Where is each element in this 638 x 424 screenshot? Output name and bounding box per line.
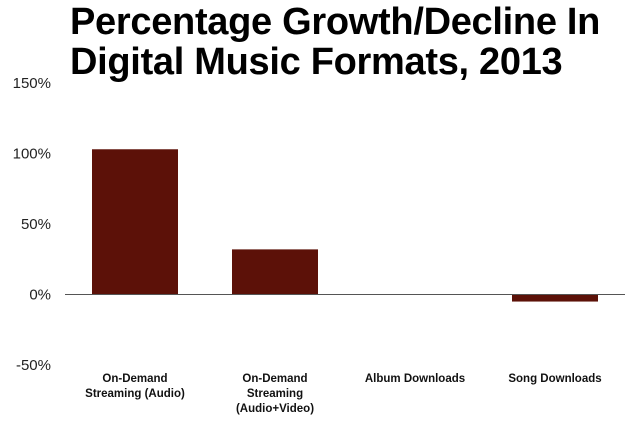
x-category-label: (Audio+Video): [236, 403, 314, 415]
x-category-label: On-Demand: [242, 373, 307, 385]
chart-title-line-2: Digital Music Formats, 2013: [70, 41, 563, 83]
x-category-label: Album Downloads: [365, 373, 465, 385]
x-category-label: Streaming: [247, 388, 303, 400]
x-category-label: On-Demand: [102, 373, 167, 385]
y-tick-label: 50%: [21, 216, 51, 233]
x-category-label: Song Downloads: [508, 373, 601, 385]
y-tick-label: 0%: [29, 287, 51, 304]
bar: [232, 249, 318, 295]
chart-title-line-1: Percentage Growth/Decline In: [70, 1, 601, 43]
bar: [92, 149, 178, 295]
x-category-label: Streaming (Audio): [85, 388, 185, 400]
chart-title: Percentage Growth/Decline In Digital Mus…: [70, 2, 600, 82]
y-tick-label: 150%: [13, 75, 51, 92]
y-tick-label: -50%: [16, 357, 51, 374]
y-tick-label: 100%: [13, 146, 51, 163]
bar: [512, 294, 598, 302]
